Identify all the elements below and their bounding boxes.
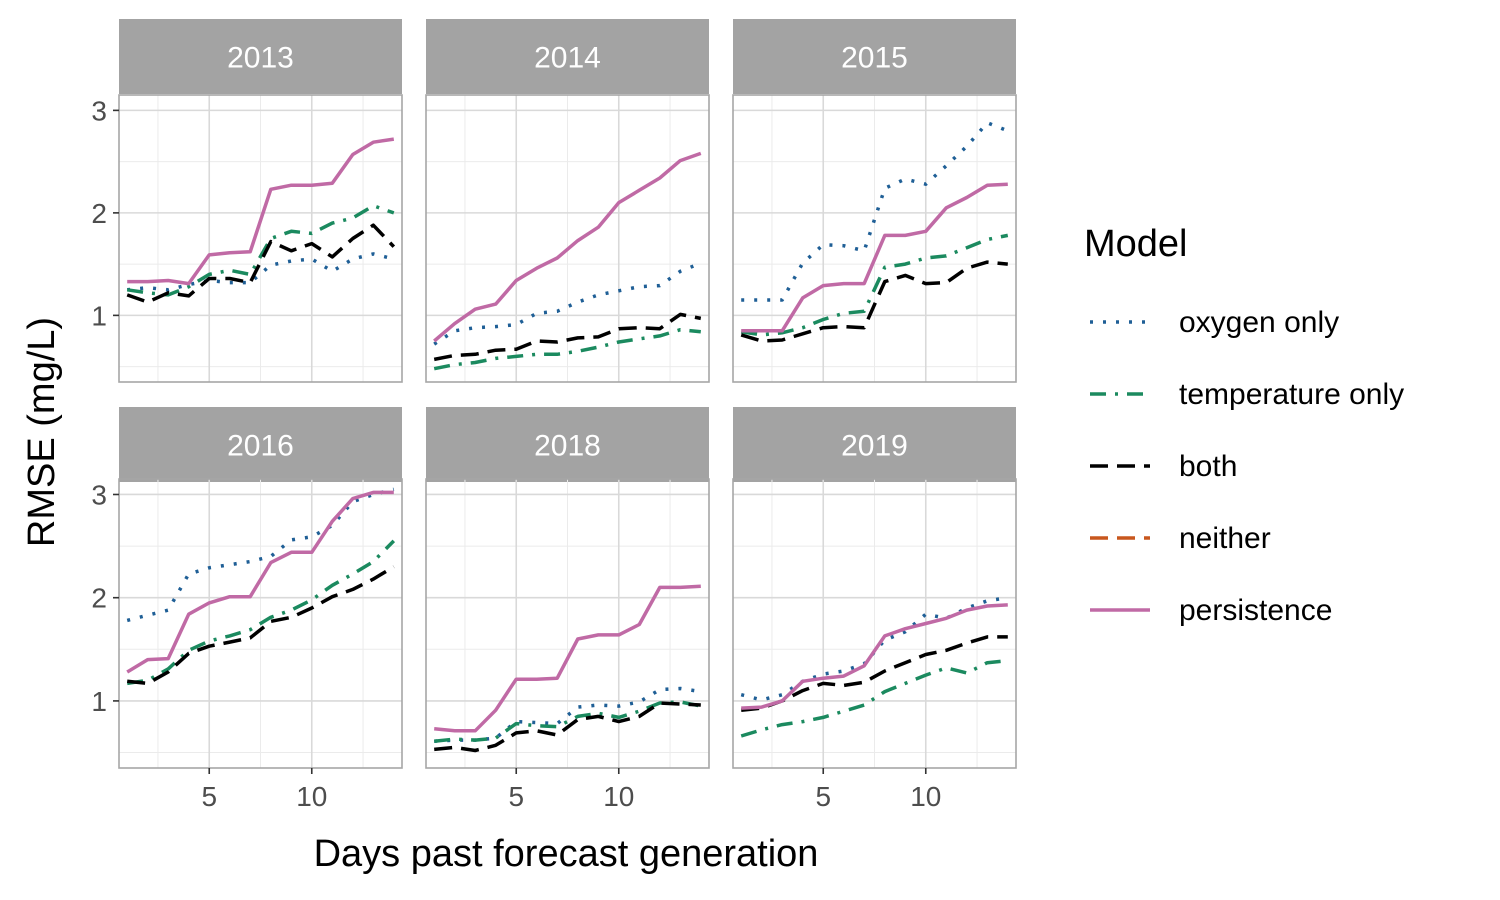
y-tick-label: 1 bbox=[91, 686, 107, 717]
x-axis-title: Days past forecast generation bbox=[314, 833, 819, 875]
panel-2016: 2016 bbox=[118, 407, 403, 769]
panel-border bbox=[425, 478, 710, 769]
legend-item: oxygen only bbox=[1090, 306, 1339, 339]
panel-strip bbox=[426, 19, 709, 94]
legend-title: Model bbox=[1084, 223, 1188, 265]
series-line-persistence bbox=[126, 490, 394, 674]
panel-title: 2019 bbox=[841, 430, 908, 463]
panel-2014: 2014 bbox=[425, 19, 710, 383]
series-line-temperature-only bbox=[126, 203, 395, 297]
panel-2018: 2018 bbox=[425, 407, 710, 769]
panel-border bbox=[118, 478, 403, 769]
series-line-temperature-only bbox=[433, 327, 701, 371]
series-line-oxygen-only bbox=[126, 487, 395, 623]
x-tick-label: 5 bbox=[508, 781, 524, 812]
series-line-persistence bbox=[434, 584, 701, 733]
panel-grid bbox=[119, 95, 402, 382]
panel-grid bbox=[119, 479, 402, 768]
series-line-oxygen-only bbox=[741, 120, 1009, 302]
panel-title: 2018 bbox=[534, 430, 601, 463]
y-tick-label: 2 bbox=[91, 583, 107, 614]
panel-grid bbox=[426, 95, 709, 382]
legend-label: neither bbox=[1179, 522, 1271, 555]
panel-strip bbox=[426, 407, 709, 482]
series-line-oxygen-only bbox=[127, 252, 395, 292]
legend-label: persistence bbox=[1179, 594, 1332, 627]
panel-title: 2014 bbox=[534, 42, 601, 75]
legend-item: both bbox=[1090, 450, 1237, 483]
panel-2015: 2015 bbox=[732, 19, 1017, 383]
y-axis-title: RMSE (mg/L) bbox=[21, 317, 63, 547]
series-line-both bbox=[126, 223, 396, 304]
panel-border bbox=[732, 478, 1017, 769]
y-tick-label: 3 bbox=[91, 95, 107, 126]
panel-strip bbox=[119, 407, 402, 482]
panel-strip bbox=[733, 407, 1016, 482]
panel-2019: 2019 bbox=[732, 407, 1017, 769]
y-axis-ticks: 1 2 3 1 2 3 bbox=[91, 95, 119, 717]
series-line-temperature-only bbox=[434, 700, 702, 743]
x-tick-label: 10 bbox=[603, 781, 634, 812]
series-line-persistence bbox=[741, 603, 1008, 710]
series-line-temperature-only bbox=[126, 539, 396, 686]
x-tick-label: 10 bbox=[296, 781, 327, 812]
panel-title: 2016 bbox=[227, 430, 294, 463]
series-line-temperature-only bbox=[740, 233, 1009, 337]
panel-title: 2013 bbox=[227, 42, 294, 75]
panel-border bbox=[425, 94, 710, 383]
legend-item: persistence bbox=[1090, 594, 1332, 627]
panel-grid bbox=[733, 479, 1016, 768]
series-line-temperature-only bbox=[740, 658, 1008, 738]
legend: Model oxygen only temperature only both nei… bbox=[1084, 223, 1404, 627]
panel-border bbox=[732, 94, 1017, 383]
y-tick-label: 3 bbox=[91, 479, 107, 510]
legend-label: oxygen only bbox=[1179, 306, 1339, 339]
y-tick-label: 2 bbox=[91, 198, 107, 229]
series-line-persistence bbox=[741, 182, 1008, 333]
series-line-both bbox=[740, 260, 1008, 343]
panel-grid bbox=[733, 95, 1016, 382]
legend-label: both bbox=[1179, 450, 1237, 483]
series-line-both bbox=[433, 312, 702, 362]
series-line-persistence bbox=[433, 151, 702, 343]
legend-item: temperature only bbox=[1090, 378, 1404, 411]
series-line-both bbox=[127, 565, 395, 686]
series-line-both bbox=[741, 635, 1008, 712]
x-tick-label: 10 bbox=[910, 781, 941, 812]
x-axis-ticks: 5 10 5 10 5 10 bbox=[201, 768, 941, 812]
series-line-persistence bbox=[127, 137, 395, 286]
chart-panels: 2013 2014 2015 2016 2018 2019 bbox=[118, 19, 1017, 769]
panel-strip bbox=[733, 19, 1016, 94]
y-tick-label: 1 bbox=[91, 300, 107, 331]
legend-label: temperature only bbox=[1179, 378, 1404, 411]
x-tick-label: 5 bbox=[201, 781, 217, 812]
panel-border bbox=[118, 94, 403, 383]
panel-2013: 2013 bbox=[118, 19, 403, 383]
panel-grid bbox=[426, 479, 709, 768]
legend-item: neither bbox=[1090, 522, 1271, 555]
x-tick-label: 5 bbox=[815, 781, 831, 812]
series-line-both bbox=[434, 701, 701, 753]
panel-strip bbox=[119, 19, 402, 94]
panel-title: 2015 bbox=[841, 42, 908, 75]
